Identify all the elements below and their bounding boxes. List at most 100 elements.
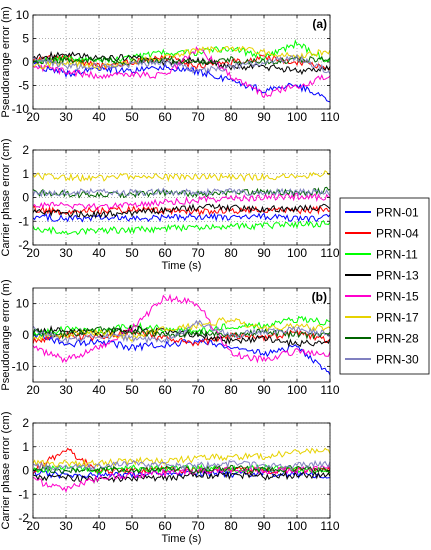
series-group bbox=[33, 293, 330, 376]
x-tick-label: 20 bbox=[26, 110, 40, 124]
y-axis-label: Pseudorange error (m) bbox=[0, 6, 12, 117]
x-tick-label: 50 bbox=[125, 519, 139, 533]
legend-box bbox=[339, 197, 430, 375]
x-tick-label: 40 bbox=[92, 110, 106, 124]
series-group bbox=[33, 447, 330, 493]
x-tick-label: 30 bbox=[59, 110, 73, 124]
series-line-prn-17 bbox=[33, 170, 330, 183]
x-tick-label: 20 bbox=[26, 246, 40, 260]
y-axis-label: Pseudorange error (m) bbox=[0, 279, 12, 390]
y-tick-label: 1 bbox=[22, 167, 29, 181]
x-tick-label: 90 bbox=[257, 110, 271, 124]
y-tick-label: 0 bbox=[22, 191, 29, 205]
y-tick-label: 10 bbox=[16, 8, 30, 22]
series-line-prn-28 bbox=[33, 186, 330, 199]
legend-item: PRN-17 bbox=[345, 311, 419, 325]
series-line-prn-30 bbox=[33, 187, 330, 198]
x-tick-label: 20 bbox=[26, 383, 40, 397]
x-tick-label: 90 bbox=[257, 383, 271, 397]
x-tick-label: 70 bbox=[191, 383, 205, 397]
series-line-prn-30 bbox=[33, 53, 330, 75]
y-tick-label: 2 bbox=[22, 416, 29, 430]
x-tick-label: 60 bbox=[158, 246, 172, 260]
x-tick-label: 40 bbox=[92, 519, 106, 533]
y-tick-label: -2 bbox=[18, 238, 29, 252]
panel-label: (b) bbox=[312, 290, 327, 304]
x-tick-label: 80 bbox=[224, 519, 238, 533]
x-tick-label: 100 bbox=[287, 519, 307, 533]
series-group bbox=[33, 39, 330, 103]
legend-item: PRN-01 bbox=[345, 206, 419, 220]
x-tick-label: 110 bbox=[320, 383, 339, 397]
legend-label: PRN-01 bbox=[376, 206, 419, 220]
x-axis-label: Time (s) bbox=[162, 533, 202, 545]
series-line-prn-30 bbox=[33, 459, 330, 472]
series-line-prn-15 bbox=[33, 293, 330, 364]
series-line-prn-15 bbox=[33, 45, 330, 99]
legend-item: PRN-13 bbox=[345, 269, 419, 283]
legend-label: PRN-04 bbox=[376, 227, 419, 241]
x-tick-label: 70 bbox=[191, 110, 205, 124]
y-tick-label: 10 bbox=[16, 297, 30, 311]
legend-label: PRN-11 bbox=[376, 248, 418, 262]
series-line-prn-04 bbox=[33, 328, 330, 347]
x-tick-label: 30 bbox=[59, 383, 73, 397]
panel-1: 20 30 40 50 60 70 80 90 100 110 -10 -5 0 5 10 Pseudoran… bbox=[0, 6, 340, 124]
x-tick-label: 20 bbox=[26, 519, 40, 533]
x-tick-label: 80 bbox=[224, 110, 238, 124]
x-tick-label: 40 bbox=[92, 383, 106, 397]
panel-3: 20 30 40 50 60 70 80 90 100 110 -10 0 10 Pseudorange … bbox=[0, 279, 340, 397]
panel-2: 20 30 40 50 60 70 80 90 100 110 -2 -1 0 1 2 Carrier pha… bbox=[0, 139, 340, 272]
y-tick-label: -5 bbox=[18, 79, 29, 93]
panel-label: (a) bbox=[312, 17, 327, 31]
x-tick-label: 110 bbox=[320, 110, 339, 124]
y-tick-label: -10 bbox=[12, 102, 30, 116]
series-line-prn-01 bbox=[33, 60, 330, 103]
y-tick-label: 0 bbox=[22, 328, 29, 342]
x-axis-label: Time (s) bbox=[162, 260, 202, 272]
legend-label: PRN-15 bbox=[376, 290, 419, 304]
x-tick-label: 100 bbox=[287, 246, 307, 260]
y-tick-label: 5 bbox=[22, 32, 29, 46]
x-tick-label: 30 bbox=[59, 519, 73, 533]
y-tick-label: -10 bbox=[12, 359, 30, 373]
series-line-prn-13 bbox=[33, 203, 330, 219]
legend: PRN-01 PRN-04 PRN-11 PRN-13 PRN-15 PRN-17 PRN-… bbox=[339, 197, 430, 375]
y-tick-label: -1 bbox=[18, 214, 29, 228]
series-group bbox=[33, 170, 330, 236]
series-line-prn-11 bbox=[33, 220, 330, 236]
x-tick-label: 110 bbox=[320, 519, 339, 533]
x-tick-label: 50 bbox=[125, 383, 139, 397]
legend-item: PRN-30 bbox=[345, 353, 419, 367]
legend-item: PRN-11 bbox=[345, 248, 418, 262]
series-line-prn-01 bbox=[33, 331, 330, 376]
series-line-prn-15 bbox=[33, 464, 330, 493]
x-tick-label: 100 bbox=[287, 383, 307, 397]
legend-label: PRN-13 bbox=[376, 269, 419, 283]
series-line-prn-17 bbox=[33, 316, 330, 343]
x-tick-label: 90 bbox=[257, 246, 271, 260]
x-tick-label: 60 bbox=[158, 519, 172, 533]
x-tick-label: 80 bbox=[224, 383, 238, 397]
x-tick-label: 50 bbox=[125, 110, 139, 124]
y-tick-label: 0 bbox=[22, 55, 29, 69]
legend-label: PRN-30 bbox=[376, 353, 419, 367]
series-line-prn-01 bbox=[33, 212, 330, 223]
y-axis-label: Carrier phase error (cm) bbox=[0, 412, 12, 530]
series-line-prn-13 bbox=[33, 470, 330, 484]
x-tick-label: 30 bbox=[59, 246, 73, 260]
legend-item: PRN-15 bbox=[345, 290, 419, 304]
legend-item: PRN-04 bbox=[345, 227, 419, 241]
x-tick-label: 80 bbox=[224, 246, 238, 260]
panel-4: 20 30 40 50 60 70 80 90 100 110 -2 -1 0 1 2 Carrier pha… bbox=[0, 412, 340, 545]
x-tick-label: 90 bbox=[257, 519, 271, 533]
y-tick-label: 2 bbox=[22, 143, 29, 157]
y-tick-label: -1 bbox=[18, 487, 29, 501]
y-tick-label: 0 bbox=[22, 464, 29, 478]
series-line-prn-30 bbox=[33, 319, 330, 346]
y-axis-label: Carrier phase error (cm) bbox=[0, 139, 12, 257]
legend-label: PRN-28 bbox=[376, 332, 419, 346]
x-tick-label: 110 bbox=[320, 246, 339, 260]
x-tick-label: 50 bbox=[125, 246, 139, 260]
